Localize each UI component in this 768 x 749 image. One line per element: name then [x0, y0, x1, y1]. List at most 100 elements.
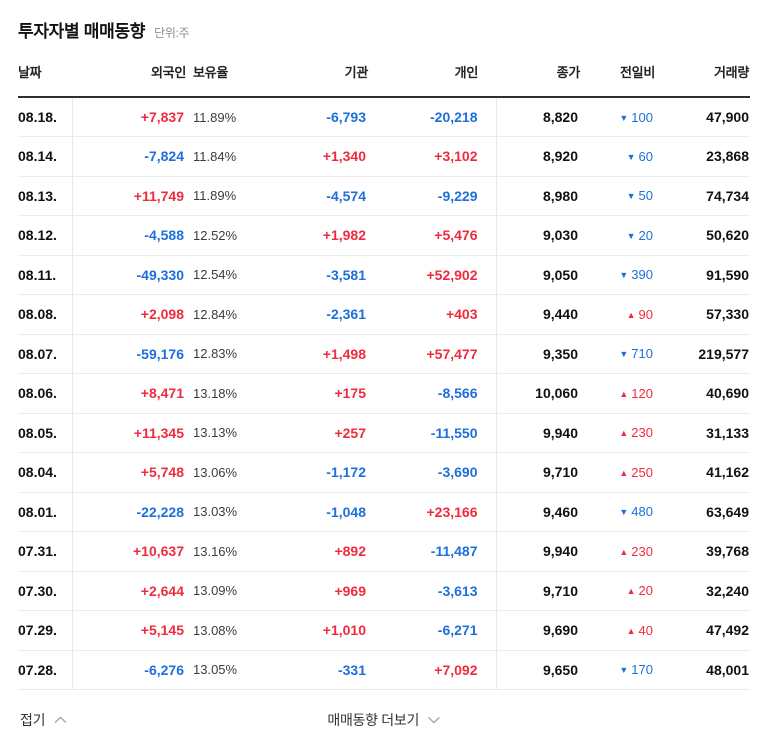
footer: 접기 매매동향 더보기 [18, 692, 750, 738]
more-button[interactable]: 매매동향 더보기 [325, 704, 442, 736]
foreign-net-cell: +5,748 [71, 452, 186, 493]
close-price-cell: 8,980 [495, 176, 580, 216]
change-cell: ▲ 250 [580, 452, 655, 493]
date-cell: 08.14. [18, 136, 72, 177]
volume-cell: 91,590 [655, 255, 750, 295]
foreign-net-cell: +11,345 [71, 413, 186, 453]
holding-ratio-cell: 11.89% [186, 97, 268, 137]
table-row: 08.04. +5,748 13.06% -1,172 -3,690 9,710 ▲ 250 4… [18, 452, 750, 493]
chevron-down-icon [428, 711, 441, 727]
change-value: 100 [631, 109, 653, 125]
foreign-net-cell: -6,276 [71, 650, 186, 690]
volume-cell: 219,577 [655, 334, 750, 374]
change-cell: ▲ 230 [580, 531, 655, 572]
col-header-institution: 기관 [268, 43, 368, 98]
change-value: 230 [631, 425, 653, 441]
close-price-cell: 9,050 [495, 255, 580, 295]
close-price-cell: 9,710 [495, 571, 580, 611]
institution-net-cell: -2,361 [268, 294, 368, 335]
volume-cell: 31,133 [655, 413, 750, 453]
change-value: 250 [631, 464, 653, 480]
up-triangle-icon: ▲ [626, 586, 636, 597]
table-row: 08.08. +2,098 12.84% -2,361 +403 9,440 ▲ 90 57,3… [18, 294, 750, 335]
individual-net-cell: +52,902 [368, 255, 496, 295]
individual-net-cell: +23,166 [368, 492, 496, 532]
foreign-net-cell: +8,471 [71, 373, 186, 414]
foreign-net-cell: -22,228 [71, 492, 186, 532]
close-price-cell: 9,350 [495, 334, 580, 374]
change-value: 20 [638, 227, 653, 243]
date-cell: 08.06. [18, 373, 72, 414]
institution-net-cell: +257 [268, 413, 368, 453]
volume-cell: 32,240 [655, 571, 750, 611]
change-cell: ▲ 20 [580, 571, 655, 611]
table-row: 07.29. +5,145 13.08% +1,010 -6,271 9,690 ▲ 40 47… [18, 610, 750, 651]
volume-cell: 47,492 [655, 610, 750, 651]
foreign-net-cell: -59,176 [71, 334, 186, 374]
up-triangle-icon: ▲ [619, 428, 629, 439]
institution-net-cell: -1,172 [268, 452, 368, 493]
table-row: 07.31. +10,637 13.16% +892 -11,487 9,940 ▲ 230 3… [18, 531, 750, 572]
more-button-label: 매매동향 더보기 [327, 712, 420, 728]
change-value: 40 [638, 622, 653, 638]
institution-net-cell: -4,574 [268, 176, 368, 216]
col-header-change: 전일비 [580, 43, 655, 98]
institution-net-cell: -6,793 [268, 97, 368, 137]
table-body: 08.18. +7,837 11.89% -6,793 -20,218 8,820 ▼ 100… [18, 97, 750, 690]
close-price-cell: 9,940 [495, 531, 580, 572]
individual-net-cell: -6,271 [368, 610, 496, 651]
date-cell: 08.18. [18, 97, 72, 137]
volume-cell: 57,330 [655, 294, 750, 335]
institution-net-cell: +892 [268, 531, 368, 572]
change-value: 480 [631, 504, 653, 520]
holding-ratio-cell: 12.54% [186, 255, 268, 295]
col-header-foreign: 외국인 [72, 43, 186, 98]
date-cell: 08.01. [18, 492, 72, 532]
holding-ratio-cell: 13.18% [186, 373, 268, 414]
volume-cell: 74,734 [655, 176, 750, 216]
holding-ratio-cell: 13.05% [186, 650, 268, 690]
close-price-cell: 9,460 [495, 492, 580, 532]
down-triangle-icon: ▼ [619, 665, 629, 676]
individual-net-cell: -20,218 [368, 97, 496, 137]
date-cell: 07.30. [18, 571, 72, 611]
foreign-net-cell: +5,145 [71, 610, 186, 651]
up-triangle-icon: ▲ [619, 546, 629, 557]
table-row: 08.11. -49,330 12.54% -3,581 +52,902 9,050 ▼ 39… [18, 255, 750, 295]
down-triangle-icon: ▼ [619, 270, 629, 281]
change-cell: ▼ 390 [580, 255, 655, 295]
institution-net-cell: +1,498 [268, 334, 368, 374]
change-cell: ▼ 100 [580, 97, 655, 137]
down-triangle-icon: ▼ [626, 191, 636, 202]
foreign-net-cell: -49,330 [71, 255, 186, 295]
change-cell: ▲ 40 [580, 610, 655, 651]
col-header-close-price: 종가 [496, 43, 580, 98]
institution-net-cell: +969 [268, 571, 368, 611]
collapse-button[interactable]: 접기 [18, 704, 69, 736]
down-triangle-icon: ▼ [619, 349, 629, 360]
individual-net-cell: -11,487 [368, 531, 496, 572]
change-value: 20 [638, 583, 653, 599]
close-price-cell: 9,710 [495, 452, 580, 493]
individual-net-cell: +57,477 [368, 334, 496, 374]
change-value: 390 [631, 267, 653, 283]
individual-net-cell: +7,092 [368, 650, 496, 690]
down-triangle-icon: ▼ [619, 112, 629, 123]
individual-net-cell: -3,613 [368, 571, 496, 611]
down-triangle-icon: ▼ [619, 507, 629, 518]
change-cell: ▼ 170 [580, 650, 655, 690]
close-price-cell: 10,060 [495, 373, 580, 414]
change-value: 230 [631, 543, 653, 559]
holding-ratio-cell: 13.13% [186, 413, 268, 453]
col-header-individual: 개인 [368, 43, 496, 98]
change-cell: ▲ 230 [580, 413, 655, 453]
date-cell: 07.28. [18, 650, 72, 690]
table-row: 07.30. +2,644 13.09% +969 -3,613 9,710 ▲ 20 32,2… [18, 571, 750, 611]
close-price-cell: 8,820 [495, 97, 580, 137]
individual-net-cell: -8,566 [368, 373, 496, 414]
table-header: 날짜 외국인 보유율 기관 개인 종가 전일비 거래량 [18, 43, 750, 98]
institution-net-cell: +175 [268, 373, 368, 414]
institution-net-cell: -3,581 [268, 255, 368, 295]
change-value: 710 [631, 346, 653, 362]
close-price-cell: 9,440 [495, 294, 580, 335]
